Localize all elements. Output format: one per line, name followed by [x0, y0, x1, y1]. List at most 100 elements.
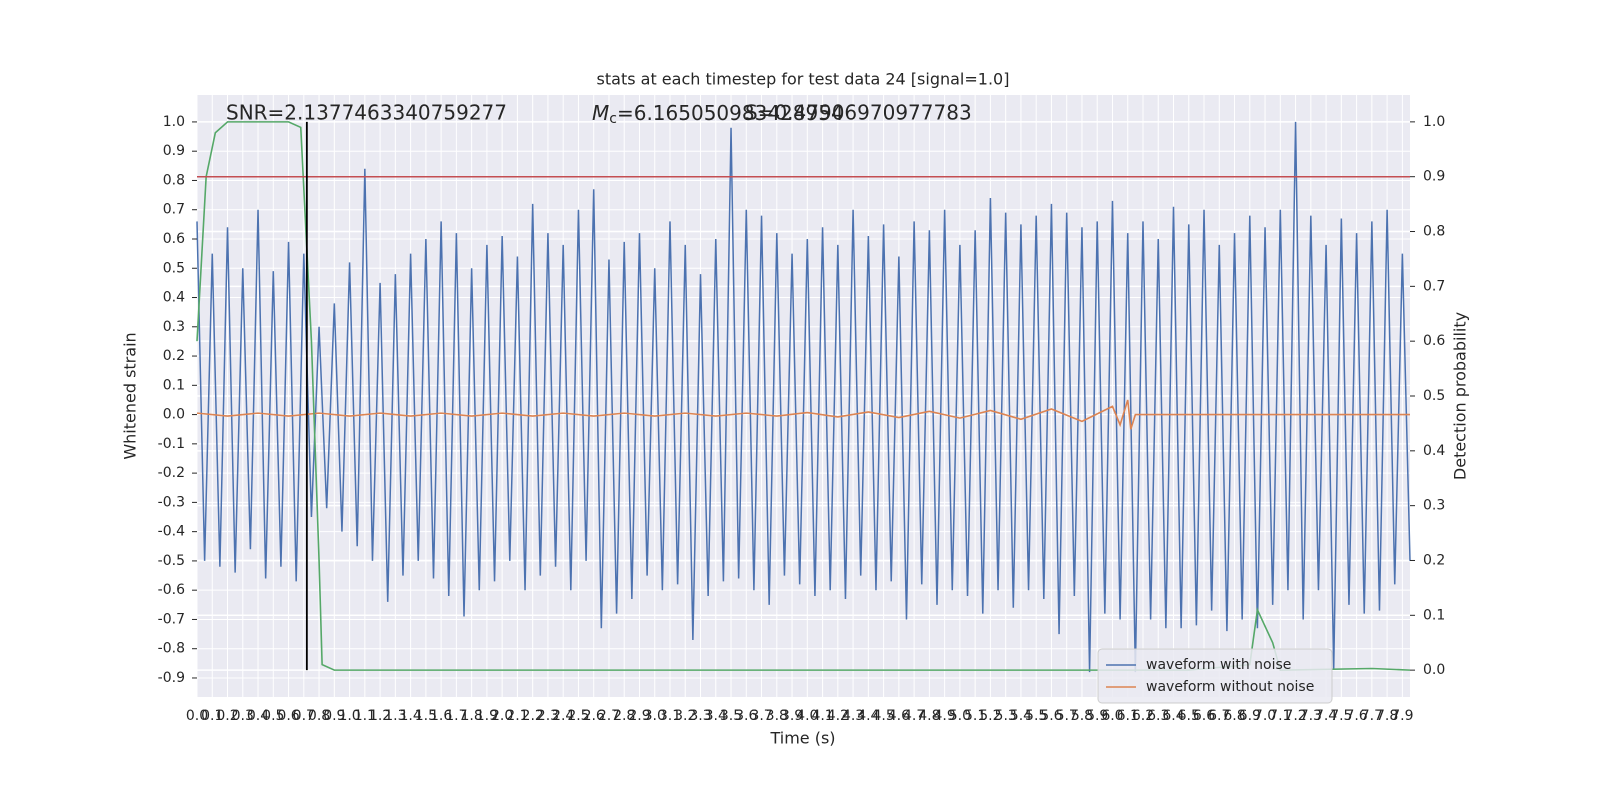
chart-title: stats at each timestep for test data 24 … — [597, 70, 1010, 89]
x-tick-label: 5.3 — [995, 708, 1017, 724]
y-tick-label: 0.0 — [163, 407, 185, 423]
legend-box — [1097, 648, 1333, 704]
x-tick-label: 1.1 — [354, 708, 376, 724]
x-tick-label: 3.9 — [781, 708, 803, 724]
x-tick-label: 0.3 — [232, 708, 254, 724]
x-tick-label: 5.1 — [964, 708, 986, 724]
x-tick-label: 1.9 — [476, 708, 498, 724]
y-tick-label: -0.3 — [158, 494, 185, 510]
x-tick-label: 7.8 — [1376, 708, 1398, 724]
y-tick-label: -0.4 — [158, 524, 185, 540]
y-tick-label: -0.8 — [158, 641, 185, 657]
x-tick-label: 0.4 — [247, 708, 269, 724]
x-tick-label: 0.1 — [201, 708, 223, 724]
y-tick-label: 0.7 — [163, 202, 185, 218]
x-tick-label: 2.0 — [491, 708, 513, 724]
legend: waveform with noise waveform without nois… — [1097, 648, 1333, 704]
x-tick-label: 5.4 — [1010, 708, 1032, 724]
x-tick-label: 7.9 — [1391, 708, 1413, 724]
x-tick-label: 2.4 — [552, 708, 574, 724]
x-tick-label: 1.0 — [338, 708, 360, 724]
y-axis-label: Whitened strain — [121, 332, 140, 459]
y2-tick-label: 0.5 — [1423, 388, 1445, 404]
x-tick-label: 6.8 — [1223, 708, 1245, 724]
y-tick-label: -0.1 — [158, 436, 185, 452]
y-tick-label: 1.0 — [163, 114, 185, 130]
x-tick-label: 4.3 — [842, 708, 864, 724]
x-tick-label: 6.1 — [1117, 708, 1139, 724]
series-line — [196, 121, 1411, 673]
x-tick-label: 0.9 — [323, 708, 345, 724]
x-tick-label: 0.5 — [262, 708, 284, 724]
y-tick-label: 0.2 — [163, 348, 185, 364]
x-tick-label: 5.8 — [1071, 708, 1093, 724]
x-tick-label: 0.8 — [308, 708, 330, 724]
x-tick-label: 2.8 — [613, 708, 635, 724]
y-tick-label: 0.4 — [163, 290, 185, 306]
annotation-symbol: M — [592, 101, 609, 125]
y2-tick-label: 0.1 — [1423, 607, 1445, 623]
x-tick-label: 3.5 — [720, 708, 742, 724]
x-tick-label: 0.2 — [216, 708, 238, 724]
x-tick-label: 7.7 — [1361, 708, 1383, 724]
x-tick-label: 5.2 — [979, 708, 1001, 724]
x-tick-label: 4.9 — [934, 708, 956, 724]
annotation: S=0.47906970977783 — [745, 101, 972, 125]
x-tick-label: 4.2 — [827, 708, 849, 724]
y-tick-label: 0.5 — [163, 260, 185, 276]
legend-label: waveform without noise — [1146, 679, 1314, 695]
y-tick-label: 0.8 — [163, 172, 185, 188]
x-tick-label: 6.2 — [1132, 708, 1154, 724]
x-tick-label: 5.0 — [949, 708, 971, 724]
x-tick-label: 1.7 — [445, 708, 467, 724]
x-tick-label: 4.5 — [872, 708, 894, 724]
y2-tick-label: 0.3 — [1423, 498, 1445, 514]
x-tick-label: 3.8 — [766, 708, 788, 724]
x-tick-label: 2.7 — [598, 708, 620, 724]
x-tick-label: 5.7 — [1056, 708, 1078, 724]
x-tick-label: 0.6 — [277, 708, 299, 724]
x-tick-label: 6.4 — [1162, 708, 1184, 724]
x-tick-label: 1.4 — [399, 708, 421, 724]
y-tick-label: 0.9 — [163, 143, 185, 159]
x-tick-label: 2.6 — [583, 708, 605, 724]
x-tick-label: 1.3 — [384, 708, 406, 724]
x-axis-label: Time (s) — [769, 729, 835, 748]
annotation-subscript: c — [609, 111, 617, 127]
x-tick-label: 7.6 — [1345, 708, 1367, 724]
x-tick-label: 2.5 — [567, 708, 589, 724]
x-tick-label: 4.4 — [857, 708, 879, 724]
y-tick-label: -0.6 — [158, 582, 185, 598]
y2-tick-label: 0.4 — [1423, 443, 1445, 459]
annotation: SNR=2.1377463340759277 — [226, 101, 507, 125]
x-tick-label: 3.0 — [644, 708, 666, 724]
x-tick-label: 7.4 — [1315, 708, 1337, 724]
x-tick-label: 5.6 — [1040, 708, 1062, 724]
x-tick-label: 4.1 — [811, 708, 833, 724]
y-tick-label: -0.9 — [158, 670, 185, 686]
x-tick-label: 2.9 — [628, 708, 650, 724]
x-tick-label: 3.3 — [689, 708, 711, 724]
y2-tick-label: 1.0 — [1423, 114, 1445, 130]
x-tick-label: 1.6 — [430, 708, 452, 724]
annotation: Mc=6.165050983428954 — [592, 101, 844, 128]
y-tick-label: 0.1 — [163, 377, 185, 393]
x-tick-label: 7.2 — [1284, 708, 1306, 724]
series-line — [196, 399, 1410, 430]
y2-tick-label: 0.8 — [1423, 224, 1445, 240]
x-tick-label: 7.5 — [1330, 708, 1352, 724]
y2-axis-label: Detection probability — [1451, 312, 1470, 480]
x-tick-label: 7.1 — [1269, 708, 1291, 724]
x-tick-label: 3.1 — [659, 708, 681, 724]
x-tick-label: 4.6 — [888, 708, 910, 724]
x-tick-label: 7.3 — [1300, 708, 1322, 724]
x-tick-label: 6.6 — [1193, 708, 1215, 724]
x-tick-label: 5.9 — [1086, 708, 1108, 724]
x-tick-label: 3.2 — [674, 708, 696, 724]
x-tick-label: 2.2 — [522, 708, 544, 724]
x-tick-label: 7.0 — [1254, 708, 1276, 724]
x-tick-label: 2.1 — [506, 708, 528, 724]
y-tick-label: -0.5 — [158, 553, 185, 569]
y2-tick-label: 0.7 — [1423, 278, 1445, 294]
y-tick-label: 0.6 — [163, 231, 185, 247]
